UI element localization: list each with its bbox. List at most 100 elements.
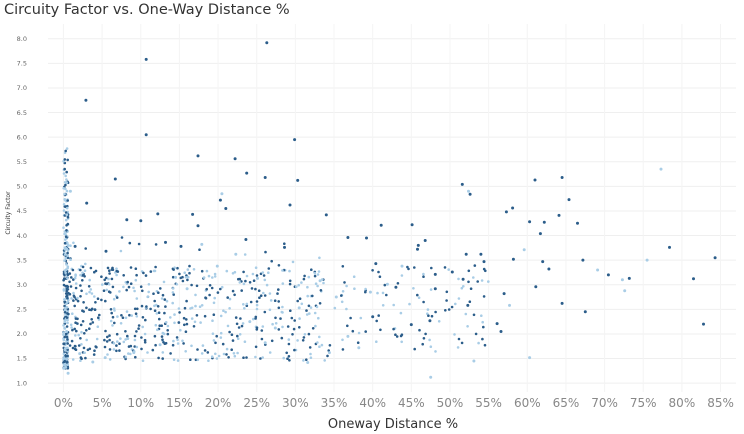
data-point (140, 304, 144, 308)
data-point (163, 342, 167, 346)
data-point (161, 338, 164, 342)
data-point (63, 348, 67, 352)
data-point (274, 322, 278, 325)
data-point (118, 290, 121, 293)
data-point (305, 313, 309, 316)
data-point (126, 334, 129, 338)
data-point (108, 334, 111, 337)
data-point (236, 351, 239, 355)
data-point (194, 293, 197, 297)
data-point (268, 351, 272, 354)
data-point (482, 325, 485, 329)
data-point (74, 286, 78, 290)
data-point (172, 358, 176, 362)
data-point (183, 271, 186, 275)
data-point (124, 338, 127, 341)
data-point (162, 332, 166, 336)
data-point (542, 220, 546, 224)
data-point (85, 329, 88, 332)
data-point (91, 321, 95, 324)
data-point (200, 242, 204, 246)
data-point (194, 358, 198, 362)
data-point (204, 296, 208, 300)
data-point (198, 305, 202, 309)
data-point (606, 273, 610, 277)
data-point (300, 302, 304, 306)
data-point (385, 282, 389, 286)
data-point (314, 324, 317, 328)
data-point (234, 252, 238, 256)
data-point (213, 296, 216, 300)
data-point (288, 359, 291, 362)
x-tick-label: 20% (205, 396, 232, 410)
data-point (89, 266, 93, 270)
data-point (416, 243, 420, 247)
data-point (400, 340, 404, 344)
data-point (468, 192, 472, 196)
data-point (318, 302, 322, 305)
data-point (495, 322, 499, 326)
data-point (190, 317, 194, 320)
data-point (108, 338, 111, 342)
data-point (85, 338, 88, 342)
data-point (255, 307, 259, 311)
data-point (164, 240, 167, 244)
data-point (322, 281, 325, 285)
data-point (349, 316, 352, 320)
data-point (70, 339, 74, 343)
data-point (306, 294, 310, 298)
data-point (158, 324, 161, 328)
data-point (121, 316, 125, 320)
data-point (62, 324, 65, 327)
y-tick-label: 8.0 (17, 35, 27, 43)
data-point (112, 348, 116, 351)
data-point (422, 300, 425, 304)
data-point (306, 361, 310, 364)
data-point (268, 292, 272, 295)
data-points (65, 41, 717, 379)
data-point (260, 329, 264, 332)
data-point (287, 355, 291, 358)
data-point (104, 276, 108, 280)
data-point (305, 358, 308, 362)
data-point (282, 356, 286, 360)
data-point (292, 327, 296, 331)
data-point (115, 273, 118, 277)
data-point (104, 299, 107, 303)
data-point (341, 338, 344, 342)
data-point (346, 324, 349, 328)
data-point (185, 299, 188, 303)
data-point (323, 359, 327, 362)
data-point (62, 283, 66, 287)
data-point (345, 284, 348, 288)
data-point (287, 338, 291, 341)
data-point (219, 336, 223, 339)
data-point (63, 259, 66, 262)
data-point (277, 300, 281, 303)
data-point (422, 275, 425, 279)
data-point (460, 182, 464, 186)
data-point (85, 292, 88, 296)
data-point (111, 324, 114, 327)
data-point (85, 306, 88, 310)
data-point (64, 313, 67, 317)
data-point (64, 332, 68, 336)
data-point (211, 332, 215, 336)
data-point (417, 296, 421, 300)
data-point (583, 310, 587, 314)
data-point (88, 327, 91, 331)
data-point (406, 265, 409, 269)
data-point (318, 345, 321, 349)
data-point (243, 340, 247, 344)
data-point (137, 324, 141, 327)
data-point (596, 268, 600, 272)
data-point (274, 316, 277, 320)
data-point (464, 312, 468, 316)
data-point (133, 289, 136, 293)
data-point (137, 327, 140, 330)
data-point (139, 219, 143, 223)
data-point (73, 244, 77, 248)
data-point (288, 279, 292, 283)
data-point (115, 296, 119, 299)
data-point (308, 312, 311, 315)
